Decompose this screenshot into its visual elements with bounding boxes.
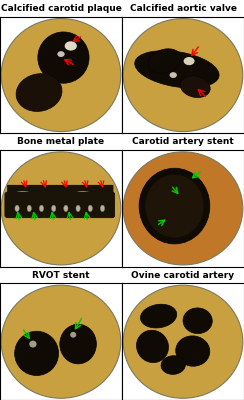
Ellipse shape [183, 308, 212, 334]
Ellipse shape [60, 324, 96, 364]
Text: Calcified aortic valve: Calcified aortic valve [130, 4, 236, 13]
Ellipse shape [176, 336, 210, 366]
Ellipse shape [64, 205, 68, 212]
Ellipse shape [65, 41, 77, 50]
Ellipse shape [57, 51, 65, 57]
Ellipse shape [70, 332, 76, 338]
Ellipse shape [29, 340, 37, 348]
FancyBboxPatch shape [5, 192, 115, 218]
Ellipse shape [1, 18, 121, 132]
Text: Calcified carotid plaque: Calcified carotid plaque [0, 4, 122, 13]
Ellipse shape [15, 205, 19, 212]
Ellipse shape [27, 205, 31, 212]
Ellipse shape [88, 205, 92, 212]
Text: Carotid artery stent: Carotid artery stent [132, 137, 234, 146]
Ellipse shape [1, 152, 121, 265]
Ellipse shape [145, 175, 204, 238]
Ellipse shape [139, 168, 210, 244]
Ellipse shape [161, 356, 185, 374]
Ellipse shape [39, 205, 44, 212]
Ellipse shape [170, 72, 177, 78]
Ellipse shape [16, 74, 62, 112]
Ellipse shape [148, 49, 181, 73]
Ellipse shape [123, 18, 243, 132]
Text: RVOT stent: RVOT stent [32, 270, 90, 280]
Ellipse shape [135, 51, 219, 88]
Ellipse shape [184, 57, 195, 65]
Ellipse shape [180, 76, 210, 98]
Ellipse shape [1, 285, 121, 398]
Ellipse shape [123, 285, 243, 398]
Ellipse shape [38, 32, 89, 83]
Ellipse shape [76, 205, 80, 212]
Ellipse shape [51, 205, 56, 212]
Ellipse shape [136, 330, 169, 362]
Text: Ovine carotid artery: Ovine carotid artery [132, 270, 234, 280]
Ellipse shape [15, 331, 59, 376]
Ellipse shape [123, 152, 243, 265]
Ellipse shape [100, 205, 105, 212]
Text: Bone metal plate: Bone metal plate [17, 137, 105, 146]
Ellipse shape [141, 304, 177, 328]
